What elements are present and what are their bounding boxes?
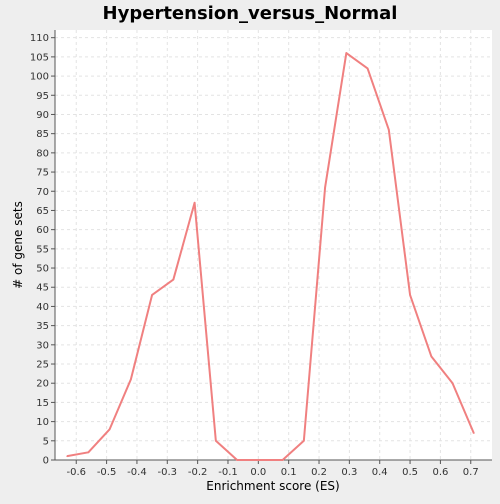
chart-title: Hypertension_versus_Normal <box>103 3 398 24</box>
y-tick-label: 50 <box>36 264 49 275</box>
grid <box>55 30 492 461</box>
data-point <box>193 201 196 204</box>
x-tick-label: 0.4 <box>372 467 388 478</box>
y-axis-label: # of gene sets <box>11 201 25 289</box>
y-tick-label: 85 <box>36 129 49 140</box>
data-point <box>388 129 390 131</box>
x-tick-label: -0.3 <box>158 467 178 478</box>
y-tick-label: 40 <box>36 302 49 313</box>
y-tick-label: 100 <box>30 72 49 83</box>
y-tick-label: 5 <box>43 436 49 447</box>
y-tick-label: 70 <box>36 187 49 198</box>
data-point <box>215 440 217 442</box>
x-tick-label: 0.1 <box>281 467 297 478</box>
y-tick-label: 110 <box>30 33 49 44</box>
data-point <box>66 455 68 457</box>
y-ticks: 0 5 10 15 20 25 30 35 40 45 50 55 60 65 70 75 80 85 90 95 10… <box>30 33 55 467</box>
y-tick-label: 0 <box>43 456 49 467</box>
series <box>66 52 475 461</box>
data-point <box>345 52 348 54</box>
data-point <box>108 428 111 431</box>
data-point <box>130 378 132 381</box>
y-tick-label: 45 <box>36 283 49 294</box>
data-point <box>257 459 260 461</box>
x-tick-label: 0.5 <box>402 467 418 478</box>
data-point <box>172 278 175 281</box>
x-tick-label: -0.5 <box>97 467 117 478</box>
y-tick-label: 90 <box>36 110 49 121</box>
y-tick-label: 35 <box>36 321 49 332</box>
y-tick-label: 65 <box>36 206 49 217</box>
data-point <box>151 294 153 296</box>
x-tick-label: 0.3 <box>341 467 357 478</box>
x-tick-label: 0.2 <box>311 467 327 478</box>
y-tick-label: 25 <box>36 360 49 371</box>
x-tick-label: -0.2 <box>188 467 208 478</box>
y-tick-label: 10 <box>36 417 49 428</box>
data-point <box>366 67 369 70</box>
x-tick-label: -0.1 <box>218 467 238 478</box>
y-tick-label: 80 <box>36 148 49 159</box>
data-point <box>324 186 326 189</box>
y-tick-label: 30 <box>36 340 49 351</box>
y-tick-label: 95 <box>36 91 49 102</box>
data-point <box>87 451 90 454</box>
y-tick-label: 60 <box>36 225 49 236</box>
x-ticks: -0.6 -0.5 -0.4 -0.3 -0.2 -0.1 0.0 0.1 0.2 0.3 0.4 0… <box>66 460 479 478</box>
data-point <box>451 382 454 385</box>
x-tick-label: 0.0 <box>250 467 266 478</box>
y-tick-label: 55 <box>36 244 49 255</box>
data-point <box>472 432 475 434</box>
data-point <box>409 294 411 296</box>
data-point <box>303 440 305 442</box>
series-line <box>66 52 475 461</box>
data-point <box>236 459 238 461</box>
x-tick-label: -0.6 <box>66 467 86 478</box>
x-tick-label: -0.4 <box>127 467 147 478</box>
x-tick-label: 0.7 <box>463 467 479 478</box>
data-point <box>281 459 284 461</box>
data-point <box>430 355 433 358</box>
y-tick-label: 105 <box>30 52 49 63</box>
y-tick-label: 20 <box>36 379 49 390</box>
y-tick-label: 75 <box>36 168 49 179</box>
y-tick-label: 15 <box>36 398 49 409</box>
plot-area <box>55 30 492 460</box>
x-tick-label: 0.6 <box>432 467 448 478</box>
x-axis-label: Enrichment score (ES) <box>206 479 339 493</box>
